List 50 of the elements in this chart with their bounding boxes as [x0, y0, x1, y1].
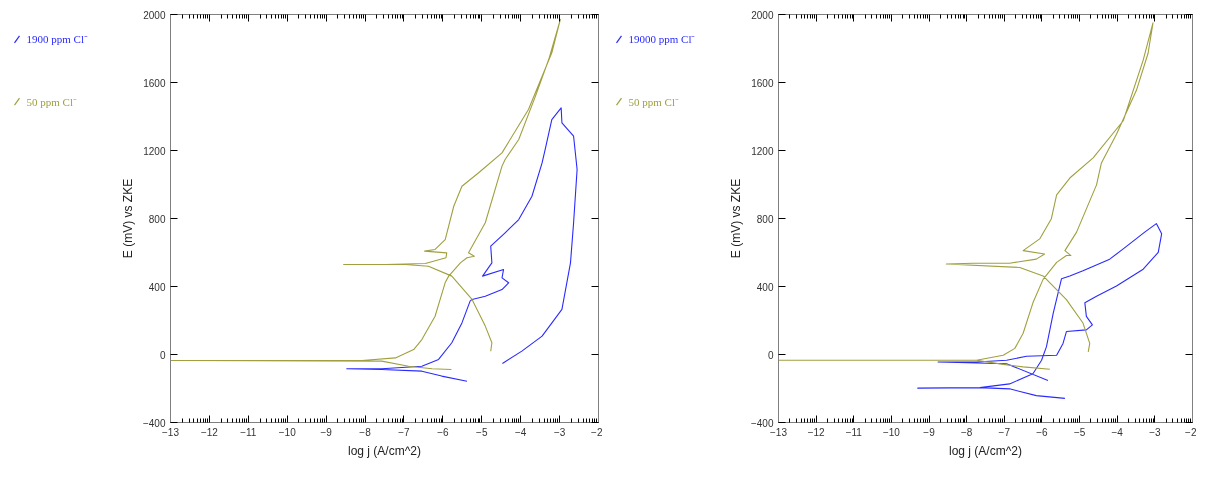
- x-tick-label: −5: [476, 426, 488, 438]
- y-tick-label: 2000: [143, 9, 166, 21]
- y-tick-label: −400: [750, 417, 774, 429]
- y-tick-label: 800: [148, 213, 166, 225]
- x-tick-label: −8: [960, 426, 973, 438]
- y-axis-title: E (mV) vs ZKE: [120, 178, 135, 259]
- x-tick-label: −9: [320, 426, 333, 438]
- x-tick-label: −4: [514, 426, 527, 438]
- x-tick-label: −2: [1185, 426, 1197, 438]
- x-tick-label: −6: [1036, 426, 1049, 438]
- y-tick-label: −400: [142, 417, 166, 429]
- x-tick-label: −10: [882, 426, 901, 438]
- x-tick-label: −3: [1149, 426, 1161, 438]
- y-tick-label: 400: [148, 281, 166, 293]
- x-tick-label: −3: [553, 426, 566, 438]
- y-tick-label: 400: [756, 281, 774, 293]
- x-tick-label: −13: [770, 426, 788, 438]
- line-series: [778, 22, 1154, 370]
- x-tick-label: −11: [240, 426, 257, 438]
- line-series: [917, 223, 1163, 399]
- x-tick-label: −10: [278, 426, 297, 438]
- x-tick-label: −13: [162, 426, 180, 438]
- y-tick-label: 1200: [143, 145, 166, 157]
- legend-label: 19000 ppm Cl⁻: [628, 33, 696, 46]
- x-tick-label: −4: [1111, 426, 1124, 438]
- x-tick-label: −7: [998, 426, 1011, 438]
- x-tick-label: −6: [437, 426, 449, 438]
- y-tick-label: 0: [767, 349, 774, 361]
- x-tick-label: −12: [200, 426, 219, 438]
- y-tick-label: 800: [756, 213, 774, 225]
- x-tick-label: −12: [807, 426, 826, 438]
- line-series: [170, 18, 561, 371]
- y-tick-label: 1600: [143, 77, 166, 89]
- y-tick-label: 2000: [751, 9, 774, 21]
- x-tick-label: −9: [923, 426, 936, 438]
- line-series: [346, 107, 578, 382]
- legend-label: 1900 ppm Cl⁻: [26, 33, 88, 46]
- y-axis-title: E (mV) vs ZKE: [728, 178, 743, 259]
- x-tick-label: −5: [1073, 426, 1086, 438]
- y-tick-label: 1600: [751, 77, 774, 89]
- x-axis-title: log j (A/cm^2): [949, 443, 1022, 458]
- y-tick-label: 0: [159, 349, 166, 361]
- y-tick-label: 1200: [751, 145, 774, 157]
- legend-label: 50 ppm Cl⁻: [628, 95, 679, 108]
- x-tick-label: −8: [359, 426, 372, 438]
- x-tick-label: −11: [845, 426, 863, 438]
- x-tick-label: −2: [591, 426, 603, 438]
- x-axis-title: log j (A/cm^2): [348, 443, 421, 458]
- legend-label: 50 ppm Cl⁻: [26, 95, 77, 108]
- x-tick-label: −7: [398, 426, 411, 438]
